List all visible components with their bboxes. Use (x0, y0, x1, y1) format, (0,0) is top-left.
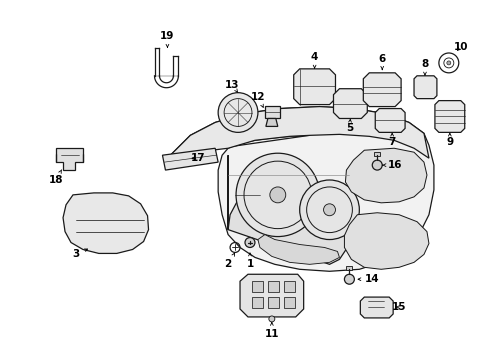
Circle shape (371, 160, 382, 170)
Bar (267, 297, 278, 308)
Circle shape (268, 316, 274, 322)
Circle shape (299, 180, 359, 239)
Text: 8: 8 (421, 59, 427, 75)
Text: 19: 19 (160, 31, 174, 47)
Text: 11: 11 (264, 323, 279, 339)
Text: 2: 2 (224, 253, 234, 269)
Text: 10: 10 (452, 42, 467, 52)
Polygon shape (345, 148, 426, 203)
Polygon shape (293, 69, 335, 105)
Text: 4: 4 (310, 52, 318, 68)
Bar (283, 281, 294, 292)
Polygon shape (170, 107, 428, 158)
Text: 13: 13 (224, 80, 239, 93)
Polygon shape (360, 297, 392, 318)
Polygon shape (63, 193, 148, 253)
Text: 18: 18 (49, 170, 63, 185)
Text: 17: 17 (190, 153, 205, 163)
Circle shape (269, 187, 285, 203)
Text: 1: 1 (246, 253, 253, 269)
Bar (373, 152, 380, 156)
Circle shape (244, 238, 254, 247)
Circle shape (323, 204, 335, 216)
Bar (283, 297, 294, 308)
Bar (251, 297, 263, 308)
Polygon shape (170, 107, 433, 271)
Text: 7: 7 (387, 133, 395, 147)
Polygon shape (363, 73, 400, 107)
Polygon shape (374, 109, 404, 132)
Bar (251, 281, 263, 292)
Text: 9: 9 (446, 133, 452, 147)
Polygon shape (227, 155, 349, 264)
Circle shape (344, 274, 354, 284)
Text: 16: 16 (382, 160, 402, 170)
Text: 12: 12 (250, 92, 264, 107)
Polygon shape (264, 105, 279, 118)
Polygon shape (240, 274, 303, 317)
Polygon shape (56, 148, 83, 170)
Text: 3: 3 (72, 249, 87, 260)
Text: 14: 14 (357, 274, 379, 284)
Text: 6: 6 (378, 54, 385, 69)
Polygon shape (434, 100, 464, 132)
Polygon shape (413, 76, 436, 99)
Bar (267, 281, 278, 292)
Polygon shape (265, 118, 277, 126)
Polygon shape (257, 235, 339, 264)
Circle shape (218, 93, 257, 132)
Text: 5: 5 (345, 120, 352, 134)
Text: 15: 15 (391, 302, 406, 312)
Polygon shape (162, 148, 218, 170)
Circle shape (236, 153, 319, 237)
Polygon shape (333, 89, 366, 118)
Circle shape (446, 61, 450, 65)
Polygon shape (344, 213, 428, 269)
Bar (346, 266, 352, 270)
